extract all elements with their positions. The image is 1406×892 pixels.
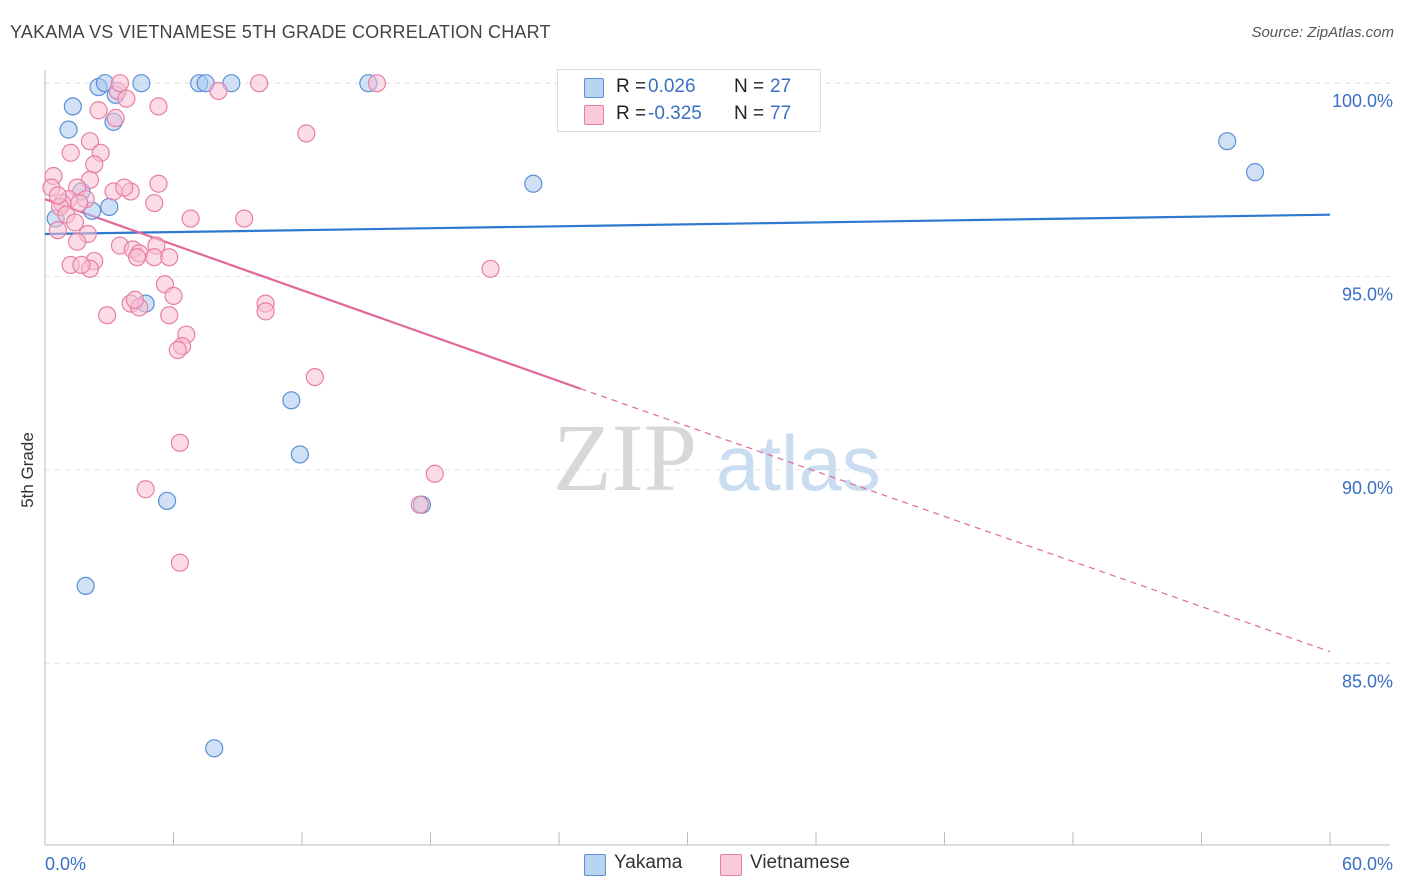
x-tick-label: 60.0%	[1342, 854, 1393, 874]
vietnamese-point	[72, 255, 91, 275]
legend-r-value-yakama: 0.026	[648, 76, 696, 97]
vietnamese-point	[160, 248, 179, 267]
bottom-legend-label-vietnamese: Vietnamese	[750, 852, 850, 873]
legend-r-label: R =	[616, 76, 647, 97]
legend-n-label: N =	[734, 76, 765, 97]
vietnamese-point	[117, 89, 136, 108]
vietnamese-trend-line	[44, 198, 581, 390]
stats-legend: R = 0.026 N = 27 R = -0.325 N = 77	[557, 69, 821, 132]
axes	[44, 70, 1390, 846]
data-points	[42, 74, 1265, 758]
yakama-point	[205, 739, 224, 758]
vietnamese-point	[115, 178, 134, 197]
vietnamese-point	[481, 259, 500, 278]
vietnamese-point	[149, 174, 168, 193]
vietnamese-point	[70, 193, 89, 213]
vietnamese-point	[106, 108, 125, 128]
yakama-trend-line	[44, 213, 1331, 236]
vietnamese-point	[256, 302, 275, 321]
vietnamese-point	[145, 193, 164, 213]
vietnamese-point	[65, 213, 85, 232]
trend-lines	[44, 198, 1331, 653]
legend-r-label: R =	[616, 103, 647, 124]
vietnamese-point	[367, 74, 387, 93]
vietnamese-point	[68, 232, 87, 251]
watermark-zip: ZIP	[553, 404, 697, 511]
vietnamese-point	[170, 553, 190, 572]
legend-swatch-yakama	[584, 78, 604, 98]
vietnamese-point	[181, 209, 200, 228]
y-tick-label: 90.0%	[1342, 478, 1393, 498]
vietnamese-point	[80, 132, 100, 151]
y-tick-label: 100.0%	[1332, 91, 1393, 111]
vietnamese-point	[170, 433, 190, 452]
legend-n-value-vietnamese: 77	[770, 103, 792, 124]
yakama-point	[1218, 132, 1237, 151]
legend-swatch-vietnamese	[584, 105, 604, 125]
tick-labels: 100.0% 95.0% 90.0% 85.0% 0.0% 60.0%	[45, 91, 1393, 874]
yakama-point	[290, 445, 309, 464]
vietnamese-point	[89, 101, 108, 120]
legend-n-value-yakama: 27	[770, 76, 792, 97]
vietnamese-point	[305, 367, 324, 387]
watermark: ZIP atlas	[553, 404, 881, 511]
vietnamese-point	[250, 74, 269, 93]
yakama-point	[157, 491, 177, 510]
vietnamese-point	[48, 221, 67, 240]
vietnamese-point	[164, 286, 183, 305]
vietnamese-point	[425, 464, 444, 483]
watermark-atlas: atlas	[716, 419, 881, 507]
vietnamese-point	[297, 124, 316, 143]
bottom-legend-swatch-yakama	[584, 854, 606, 876]
vietnamese-point	[110, 74, 130, 93]
vietnamese-point	[98, 306, 117, 325]
vietnamese-point	[48, 186, 67, 205]
yakama-point	[59, 120, 78, 139]
legend-n-label: N =	[734, 103, 765, 124]
yakama-point	[76, 576, 95, 596]
vietnamese-point	[125, 290, 145, 309]
vietnamese-point	[168, 340, 187, 360]
vietnamese-point	[209, 81, 228, 101]
y-tick-label: 95.0%	[1342, 285, 1393, 305]
yakama-point	[132, 74, 151, 93]
vietnamese-point	[410, 495, 429, 514]
vietnamese-point	[235, 209, 254, 228]
bottom-legend-swatch-vietnamese	[720, 854, 742, 876]
vietnamese-point	[127, 248, 147, 267]
yakama-point	[282, 391, 301, 410]
yakama-point	[63, 97, 82, 116]
grid-lines	[45, 82, 1390, 664]
vietnamese-point	[160, 306, 179, 325]
vietnamese-point	[85, 155, 104, 174]
vietnamese-point	[149, 97, 168, 116]
vietnamese-point	[136, 480, 155, 499]
legend-r-value-vietnamese: -0.325	[648, 103, 702, 124]
x-tick-label: 0.0%	[45, 854, 86, 874]
yakama-point	[524, 174, 543, 193]
y-tick-label: 85.0%	[1342, 671, 1393, 691]
vietnamese-point	[61, 143, 80, 162]
chart-title: YAKAMA VS VIETNAMESE 5TH GRADE CORRELATI…	[10, 22, 551, 42]
source-credit: Source: ZipAtlas.com	[1251, 24, 1394, 41]
bottom-legend-label-yakama: Yakama	[614, 852, 683, 873]
vietnamese-trend-extension	[580, 388, 1331, 653]
yakama-point	[1245, 163, 1265, 182]
yakama-point	[100, 197, 119, 217]
